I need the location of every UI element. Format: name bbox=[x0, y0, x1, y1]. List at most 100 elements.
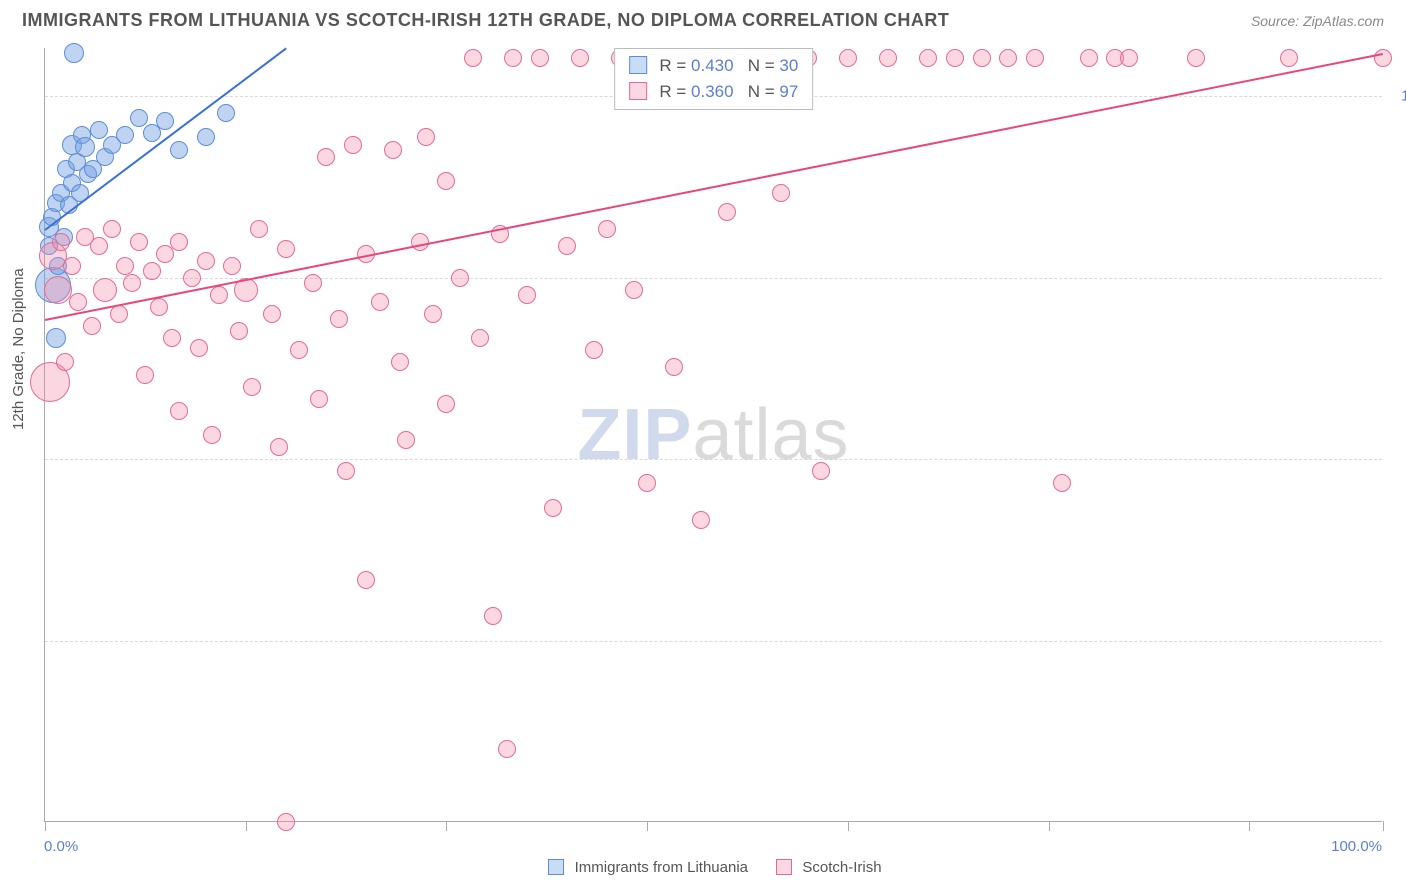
data-point bbox=[812, 462, 830, 480]
data-point bbox=[451, 269, 469, 287]
data-point bbox=[357, 571, 375, 589]
data-point bbox=[190, 339, 208, 357]
data-point bbox=[130, 109, 148, 127]
data-point bbox=[75, 137, 95, 157]
x-tick bbox=[45, 821, 46, 831]
data-point bbox=[44, 276, 72, 304]
data-point bbox=[397, 431, 415, 449]
data-point bbox=[665, 358, 683, 376]
data-point bbox=[330, 310, 348, 328]
legend-label-0: Immigrants from Lithuania bbox=[575, 859, 748, 876]
data-point bbox=[83, 317, 101, 335]
data-point bbox=[1080, 49, 1098, 67]
grid-line bbox=[45, 459, 1382, 460]
data-point bbox=[270, 438, 288, 456]
x-tick bbox=[848, 821, 849, 831]
data-point bbox=[772, 184, 790, 202]
data-point bbox=[277, 240, 295, 258]
data-point bbox=[143, 262, 161, 280]
data-point bbox=[150, 298, 168, 316]
x-tick bbox=[1383, 821, 1384, 831]
data-point bbox=[277, 813, 295, 831]
data-point bbox=[136, 366, 154, 384]
data-point bbox=[718, 203, 736, 221]
legend-row-scotch-irish: R = 0.360 N = 97 bbox=[629, 79, 799, 105]
data-point bbox=[290, 341, 308, 359]
grid-line bbox=[45, 641, 1382, 642]
data-point bbox=[250, 220, 268, 238]
data-point bbox=[304, 274, 322, 292]
x-tick bbox=[246, 821, 247, 831]
data-point bbox=[531, 49, 549, 67]
data-point bbox=[123, 274, 141, 292]
data-point bbox=[344, 136, 362, 154]
data-point bbox=[384, 141, 402, 159]
data-point bbox=[839, 49, 857, 67]
data-point bbox=[90, 121, 108, 139]
correlation-legend: R = 0.430 N = 30 R = 0.360 N = 97 bbox=[614, 48, 814, 110]
data-point bbox=[203, 426, 221, 444]
x-tick bbox=[647, 821, 648, 831]
data-point bbox=[638, 474, 656, 492]
data-point bbox=[170, 233, 188, 251]
n-value-lithuania: 30 bbox=[779, 56, 798, 75]
data-point bbox=[103, 220, 121, 238]
data-point bbox=[63, 257, 81, 275]
data-point bbox=[217, 104, 235, 122]
data-point bbox=[263, 305, 281, 323]
data-point bbox=[1280, 49, 1298, 67]
data-point bbox=[999, 49, 1017, 67]
y-tick-label: 92.5% bbox=[1392, 269, 1406, 286]
data-point bbox=[1053, 474, 1071, 492]
legend-swatch-lithuania bbox=[629, 56, 647, 74]
data-point bbox=[170, 141, 188, 159]
data-point bbox=[625, 281, 643, 299]
data-point bbox=[1374, 49, 1392, 67]
data-point bbox=[585, 341, 603, 359]
data-point bbox=[417, 128, 435, 146]
n-value-scotch-irish: 97 bbox=[779, 82, 798, 101]
data-point bbox=[116, 257, 134, 275]
data-point bbox=[571, 49, 589, 67]
data-point bbox=[471, 329, 489, 347]
legend-row-lithuania: R = 0.430 N = 30 bbox=[629, 53, 799, 79]
data-point bbox=[1187, 49, 1205, 67]
data-point bbox=[69, 293, 87, 311]
x-tick bbox=[1049, 821, 1050, 831]
chart-area: 77.5%85.0%92.5%100.0% R = 0.430 N = 30 R… bbox=[44, 48, 1382, 822]
x-tick-100: 100.0% bbox=[1331, 838, 1382, 855]
r-value-scotch-irish: 0.360 bbox=[691, 82, 734, 101]
data-point bbox=[130, 233, 148, 251]
data-point bbox=[498, 740, 516, 758]
data-point bbox=[464, 49, 482, 67]
data-point bbox=[504, 49, 522, 67]
y-tick-label: 77.5% bbox=[1392, 632, 1406, 649]
x-tick bbox=[446, 821, 447, 831]
data-point bbox=[310, 390, 328, 408]
legend-swatch-scotch-irish bbox=[629, 82, 647, 100]
data-point bbox=[946, 49, 964, 67]
data-point bbox=[64, 43, 84, 63]
y-tick-label: 100.0% bbox=[1392, 88, 1406, 105]
data-point bbox=[170, 402, 188, 420]
data-point bbox=[692, 511, 710, 529]
data-point bbox=[424, 305, 442, 323]
data-point bbox=[391, 353, 409, 371]
data-point bbox=[230, 322, 248, 340]
chart-source: Source: ZipAtlas.com bbox=[1251, 13, 1384, 29]
data-point bbox=[90, 237, 108, 255]
y-axis-label: 12th Grade, No Diploma bbox=[10, 268, 27, 430]
data-point bbox=[210, 286, 228, 304]
data-point bbox=[337, 462, 355, 480]
data-point bbox=[919, 49, 937, 67]
data-point bbox=[56, 353, 74, 371]
data-point bbox=[197, 252, 215, 270]
data-point bbox=[317, 148, 335, 166]
data-point bbox=[46, 328, 66, 348]
data-point bbox=[110, 305, 128, 323]
data-point bbox=[544, 499, 562, 517]
data-point bbox=[163, 329, 181, 347]
data-point bbox=[116, 126, 134, 144]
data-point bbox=[243, 378, 261, 396]
data-point bbox=[371, 293, 389, 311]
